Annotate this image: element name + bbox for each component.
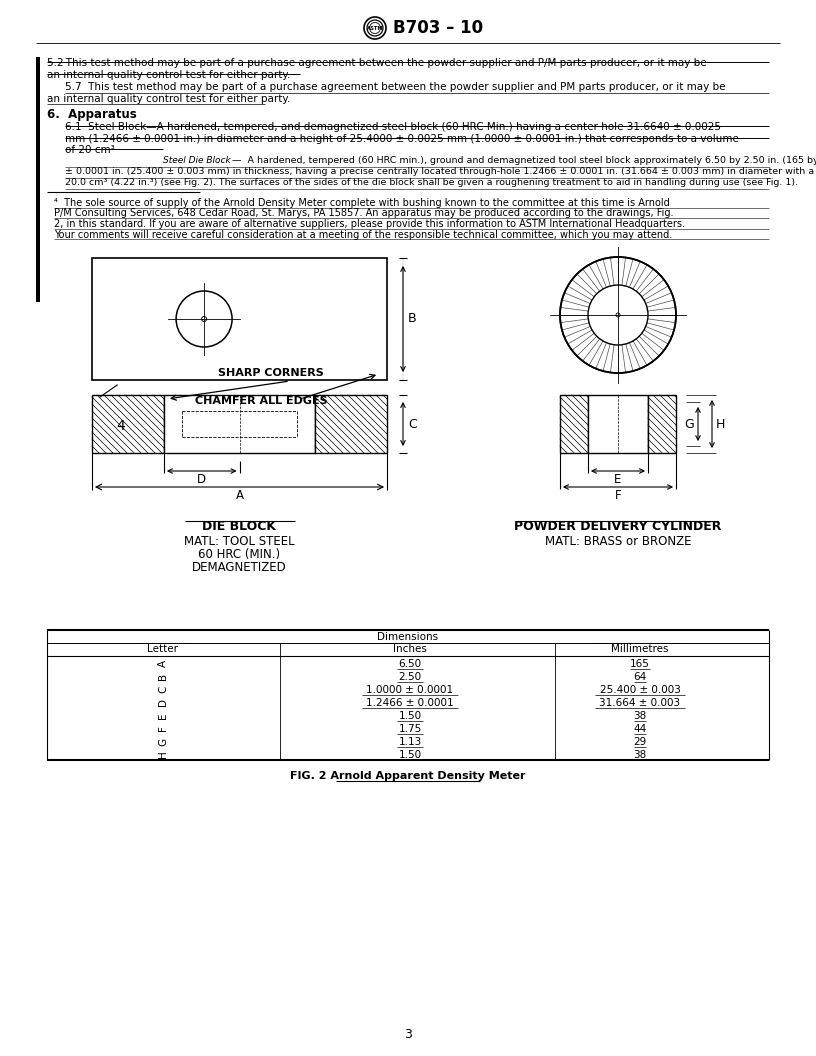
Bar [588,395,648,453]
Text: 2, in this standard. If you are aware of alternative suppliers, please provide t: 2, in this standard. If you are aware of… [54,219,685,229]
Text: 2.50: 2.50 [398,672,422,682]
Text: C: C [158,685,168,693]
Text: 5.7  This test method may be part of a purchase agreement between the powder sup: 5.7 This test method may be part of a pu… [65,82,725,92]
Circle shape [367,20,383,36]
Bar [164,395,315,453]
Text: FIG. 2 Arnold Apparent Density Meter: FIG. 2 Arnold Apparent Density Meter [290,771,526,781]
Bar [36,57,40,302]
Text: Steel Die Block: Steel Die Block [163,156,231,165]
Text: 6.  Apparatus: 6. Apparatus [47,108,137,121]
Text: ⁴  The sole source of supply of the Arnold Density Meter complete with bushing k: ⁴ The sole source of supply of the Arnol… [54,199,670,208]
Text: MATL: TOOL STEEL: MATL: TOOL STEEL [184,535,295,548]
Text: DIE BLOCK: DIE BLOCK [202,520,277,533]
Circle shape [202,317,206,321]
Bar [648,395,676,453]
Text: 6.1  Steel Block—A hardened, tempered, and demagnetized steel block (60 HRC Min.: 6.1 Steel Block—A hardened, tempered, an… [65,122,721,132]
Bar [315,395,387,453]
Text: C: C [408,417,417,431]
Text: 29: 29 [633,737,646,747]
Text: 6.50: 6.50 [398,659,422,670]
Text: DEMAGNETIZED: DEMAGNETIZED [192,561,287,574]
Text: B: B [158,673,168,680]
Circle shape [364,17,386,39]
Text: 5.2 This test method may be part of a purchase agreement between the powder supp: 5.2 This test method may be part of a pu… [47,58,707,68]
Text: A: A [236,489,243,502]
Text: Inches: Inches [393,644,427,654]
Circle shape [588,285,648,345]
Text: MATL: BRASS or BRONZE: MATL: BRASS or BRONZE [545,535,691,548]
Text: 4: 4 [117,419,125,433]
Text: H: H [158,751,168,758]
Text: ASTM: ASTM [366,25,384,31]
Text: 1.0000 ± 0.0001: 1.0000 ± 0.0001 [366,685,454,695]
Text: —  A hardened, tempered (60 HRC min.), ground and demagnetized tool steel block : — A hardened, tempered (60 HRC min.), gr… [232,156,816,165]
Text: 1.50: 1.50 [398,711,422,721]
Bar [560,395,588,453]
Text: ± 0.0001 in. (25.400 ± 0.003 mm) in thickness, having a precise centrally locate: ± 0.0001 in. (25.400 ± 0.003 mm) in thic… [65,167,816,176]
Text: D: D [197,473,206,486]
Text: Dimensions: Dimensions [378,631,438,642]
Circle shape [370,22,380,34]
Text: D: D [158,698,168,706]
Text: F: F [614,489,621,502]
Bar [92,395,164,453]
Text: 1.50: 1.50 [398,750,422,760]
Text: 1.75: 1.75 [398,724,422,734]
Text: H: H [716,417,725,431]
Text: an internal quality control test for either party.: an internal quality control test for eit… [47,94,290,103]
Text: B703 – 10: B703 – 10 [393,19,483,37]
Text: an internal quality control test for either party.: an internal quality control test for eit… [47,70,294,79]
Text: CHAMFER ALL EDGES: CHAMFER ALL EDGES [195,396,328,406]
Text: of 20 cm³: of 20 cm³ [65,145,115,155]
Text: 44: 44 [633,724,646,734]
Text: E: E [614,473,622,486]
Text: SHARP CORNERS: SHARP CORNERS [218,367,324,378]
Text: Millimetres: Millimetres [611,644,669,654]
Text: 3: 3 [404,1027,412,1041]
Text: G: G [158,737,168,746]
Text: 60 HRC (MIN.): 60 HRC (MIN.) [198,548,281,561]
Text: 38: 38 [633,711,646,721]
Text: 31.664 ± 0.003: 31.664 ± 0.003 [600,698,681,708]
Text: F: F [158,725,168,732]
Text: E: E [158,712,168,719]
Text: 64: 64 [633,672,646,682]
Text: 25.400 ± 0.003: 25.400 ± 0.003 [600,685,681,695]
Text: POWDER DELIVERY CYLINDER: POWDER DELIVERY CYLINDER [514,520,721,533]
Text: 20.0 cm³ (4.22 in.³) (see Fig. 2). The surfaces of the sides of the die block sh: 20.0 cm³ (4.22 in.³) (see Fig. 2). The s… [65,178,798,187]
Text: B: B [408,313,417,325]
Text: mm (1.2466 ± 0.0001 in.) in diameter and a height of 25.4000 ± 0.0025 mm (1.0000: mm (1.2466 ± 0.0001 in.) in diameter and… [65,133,738,144]
Text: 1.2466 ± 0.0001: 1.2466 ± 0.0001 [366,698,454,708]
Circle shape [176,291,232,347]
Bar [92,258,387,380]
Text: G: G [685,417,694,431]
Text: 1.13: 1.13 [398,737,422,747]
Circle shape [560,257,676,373]
Text: P/M Consulting Services, 648 Cedar Road, St. Marys, PA 15857. An apparatus may b: P/M Consulting Services, 648 Cedar Road,… [54,208,673,219]
Text: Letter: Letter [148,644,179,654]
Text: Your comments will receive careful consideration at a meeting of the responsible: Your comments will receive careful consi… [54,229,672,240]
Text: 165: 165 [630,659,650,670]
Text: A: A [158,660,168,667]
Text: 38: 38 [633,750,646,760]
Circle shape [616,313,620,317]
